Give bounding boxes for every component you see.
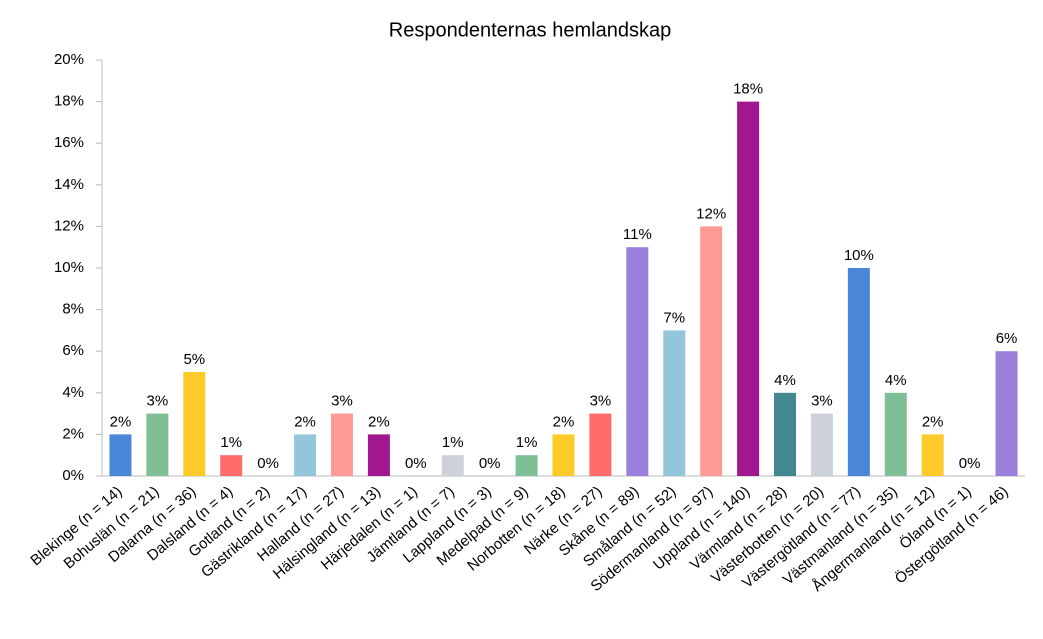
value-label: 1%	[442, 434, 464, 451]
y-tick-label: 0%	[62, 467, 84, 484]
value-label: 2%	[368, 413, 390, 430]
bar	[589, 413, 612, 476]
value-label: 10%	[844, 247, 874, 264]
value-label: 12%	[696, 205, 726, 222]
y-tick-label: 2%	[62, 425, 84, 442]
bar	[367, 434, 390, 476]
bar	[737, 101, 760, 476]
y-tick-label: 4%	[62, 384, 84, 401]
value-label: 2%	[553, 413, 575, 430]
value-label: 4%	[774, 372, 796, 389]
y-tick-label: 20%	[54, 51, 84, 68]
bar	[294, 434, 317, 476]
value-label: 3%	[331, 393, 353, 410]
bar	[700, 226, 723, 476]
value-label: 7%	[663, 309, 685, 326]
value-label: 0%	[405, 455, 427, 472]
bar	[441, 455, 464, 476]
bar	[921, 434, 944, 476]
value-label: 2%	[922, 413, 944, 430]
bar	[995, 351, 1018, 476]
bar	[810, 413, 833, 476]
value-label: 0%	[479, 455, 501, 472]
y-tick-label: 14%	[54, 176, 84, 193]
bar	[330, 413, 353, 476]
value-label: 11%	[623, 226, 652, 243]
bar	[774, 392, 797, 476]
value-label: 18%	[733, 81, 763, 98]
chart-title: Respondenternas hemlandskap	[389, 19, 671, 41]
value-label: 2%	[294, 413, 316, 430]
bar	[847, 268, 870, 476]
bar	[552, 434, 575, 476]
value-label: 6%	[996, 330, 1018, 347]
y-tick-label: 6%	[62, 342, 84, 359]
y-tick-label: 16%	[54, 134, 84, 151]
bar	[515, 455, 538, 476]
bar	[183, 372, 206, 476]
y-tick-label: 8%	[62, 301, 84, 318]
value-label: 3%	[811, 393, 833, 410]
value-label: 3%	[590, 393, 612, 410]
value-label: 5%	[183, 351, 205, 368]
y-tick-label: 18%	[54, 93, 84, 110]
value-label: 2%	[110, 413, 132, 430]
value-label: 3%	[147, 393, 169, 410]
y-tick-label: 10%	[54, 259, 84, 276]
bar	[220, 455, 243, 476]
value-label: 0%	[257, 455, 279, 472]
bar	[663, 330, 686, 476]
value-label: 0%	[959, 455, 981, 472]
bar	[146, 413, 169, 476]
bar	[109, 434, 132, 476]
bar	[884, 392, 907, 476]
bar	[626, 247, 649, 476]
y-tick-label: 12%	[54, 217, 84, 234]
value-label: 4%	[885, 372, 907, 389]
value-label: 1%	[516, 434, 538, 451]
value-label: 1%	[220, 434, 242, 451]
